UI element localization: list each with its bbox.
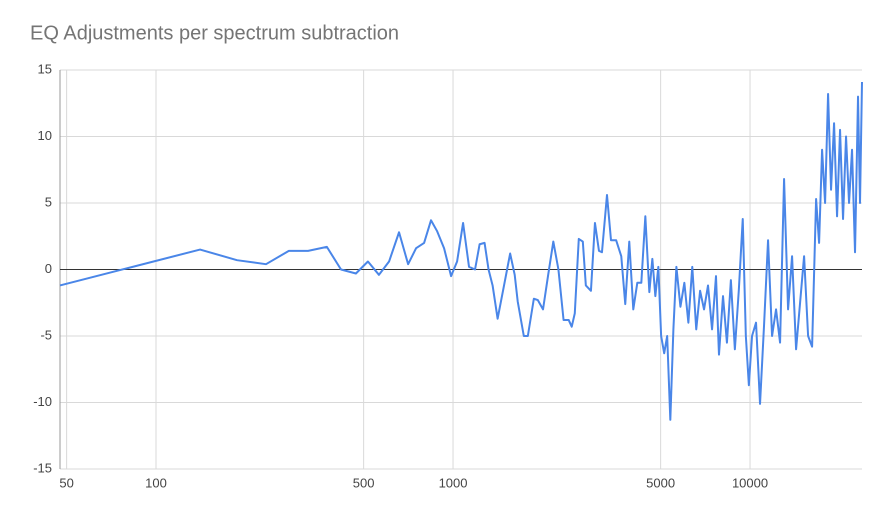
y-tick-label: -10 (33, 394, 52, 409)
x-tick-label: 1000 (439, 475, 468, 490)
data-line (59, 81, 863, 421)
chart-title: EQ Adjustments per spectrum subtraction (30, 22, 399, 44)
x-tick-label: 5000 (646, 475, 675, 490)
x-tick-label: 100 (145, 475, 167, 490)
x-tick-label: 50 (59, 475, 73, 490)
y-tick-label: 5 (45, 194, 52, 209)
y-tick-label: -15 (33, 460, 52, 475)
y-tick-label: -5 (40, 327, 52, 342)
y-tick-label: 10 (38, 128, 52, 143)
y-tick-label: 0 (45, 261, 52, 276)
x-tick-label: 500 (353, 475, 375, 490)
y-tick-label: 15 (38, 61, 52, 76)
x-tick-label: 10000 (732, 475, 768, 490)
